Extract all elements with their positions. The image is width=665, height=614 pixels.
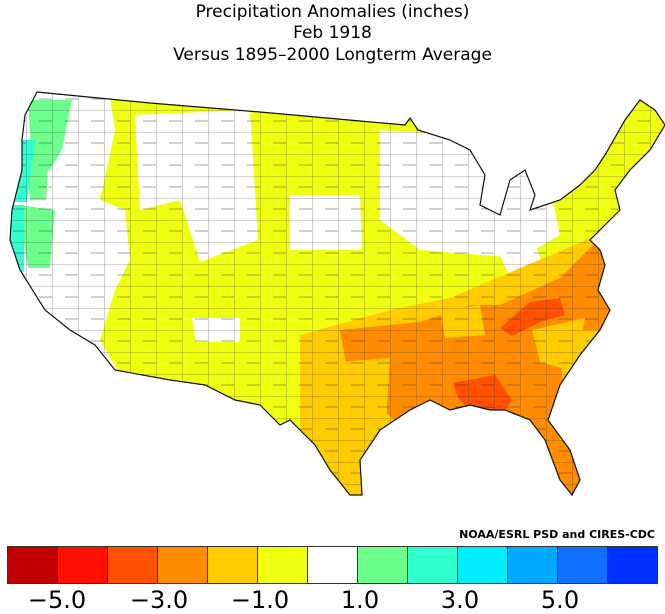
- legend-tick: −1.0: [230, 586, 290, 614]
- legend-tick: −3.0: [129, 586, 189, 614]
- legend-color-box: [208, 547, 258, 583]
- legend-color-box: [8, 547, 58, 583]
- legend-color-box: [158, 547, 208, 583]
- legend-tick: 5.0: [540, 586, 580, 614]
- legend-color-box: [458, 547, 508, 583]
- legend-tick: −5.0: [27, 586, 87, 614]
- us-precipitation-map: [9, 91, 665, 496]
- climate-division-borders: [10, 92, 665, 495]
- map-date: Feb 1918: [293, 23, 372, 43]
- credit-text: NOAA/ESRL PSD and CIRES-CDC: [459, 528, 655, 541]
- legend-color-box: [58, 547, 108, 583]
- legend-color-box: [608, 547, 657, 583]
- legend-color-box: [408, 547, 458, 583]
- legend-color-box: [258, 547, 308, 583]
- map-title: Precipitation Anomalies (inches): [195, 2, 470, 22]
- map-subtitle: Versus 1895–2000 Longterm Average: [173, 45, 492, 65]
- legend-tick: 1.0: [340, 586, 380, 614]
- legend-color-box: [108, 547, 158, 583]
- legend-color-box: [308, 547, 358, 583]
- legend-color-box: [508, 547, 558, 583]
- legend-tick: 3.0: [440, 586, 480, 614]
- legend-color-box: [358, 547, 408, 583]
- legend-color-box: [558, 547, 608, 583]
- color-legend-bar: [7, 546, 658, 584]
